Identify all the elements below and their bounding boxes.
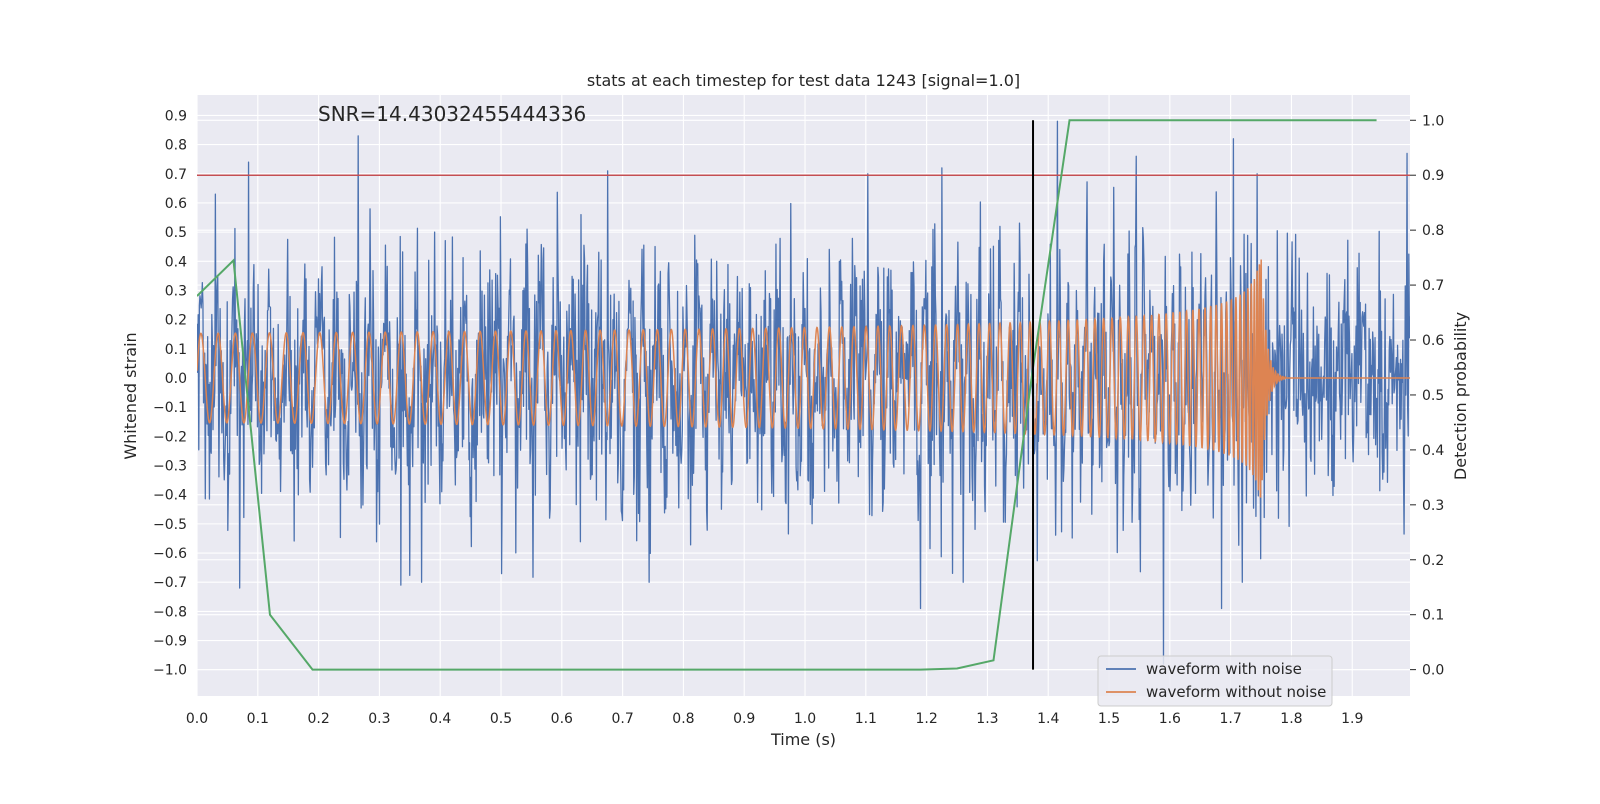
y-left-tick-label: −0.3 — [153, 459, 187, 475]
y-right-tick-label: 0.8 — [1422, 223, 1444, 239]
y-left-tick-label: −0.7 — [153, 575, 187, 591]
y-axis-label-right: Detection probability — [1451, 312, 1470, 480]
x-tick-label: 1.2 — [915, 711, 937, 727]
series-group — [197, 119, 1410, 671]
y-left-tick-label: 0.8 — [165, 138, 187, 154]
x-tick-label: 0.6 — [551, 711, 573, 727]
y-right-tick-label: 0.5 — [1422, 388, 1444, 404]
x-tick-label: 0.9 — [733, 711, 755, 727]
series-waveform-without-noise — [197, 259, 1410, 498]
x-tick-label: 0.7 — [611, 711, 633, 727]
y-left-tick-label: −0.6 — [153, 546, 187, 562]
y-left-tick-label: 0.0 — [165, 371, 187, 387]
y-right-tick-label: 0.2 — [1422, 553, 1444, 569]
y-left-tick-label: 0.3 — [165, 283, 187, 299]
y-left-tick-label: 0.7 — [165, 167, 187, 183]
y-axis-label-left: Whitened strain — [121, 332, 140, 459]
y-left-tick-label: −0.2 — [153, 429, 187, 445]
y-right-tick-label: 0.0 — [1422, 663, 1444, 679]
y-left-tick-label: −1.0 — [153, 663, 187, 679]
x-tick-label: 1.6 — [1159, 711, 1181, 727]
y-right-tick-label: 0.4 — [1422, 443, 1444, 459]
x-tick-label: 1.3 — [976, 711, 998, 727]
x-tick-label: 0.0 — [186, 711, 208, 727]
x-tick-label: 1.0 — [794, 711, 816, 727]
y-left-tick-label: 0.2 — [165, 313, 187, 329]
x-tick-label: 1.4 — [1037, 711, 1059, 727]
x-tick-label: 0.3 — [368, 711, 390, 727]
y-right-tick-label: 0.3 — [1422, 498, 1444, 514]
y-left-tick-label: −0.9 — [153, 634, 187, 650]
legend-box — [1097, 655, 1333, 707]
x-axis-label: Time (s) — [770, 730, 836, 749]
y-right-tick-label: 0.9 — [1422, 168, 1444, 184]
y-right-tick-label: 0.7 — [1422, 278, 1444, 294]
chart-title: stats at each timestep for test data 124… — [587, 71, 1020, 90]
series-detection-probability — [197, 119, 1377, 671]
x-tick-label: 1.9 — [1341, 711, 1363, 727]
series-waveform-with-noise — [197, 120, 1410, 665]
y-left-tick-label: −0.1 — [153, 400, 187, 416]
legend-label-clean: waveform without noise — [1146, 683, 1326, 701]
x-tick-label: 1.8 — [1280, 711, 1302, 727]
y-left-tick-label: −0.5 — [153, 517, 187, 533]
snr-annotation: SNR=14.43032455444336 — [318, 102, 586, 126]
y-right-tick-label: 0.6 — [1422, 333, 1444, 349]
y-left-tick-label: 0.1 — [165, 342, 187, 358]
x-tick-label: 1.5 — [1098, 711, 1120, 727]
y-left-tick-label: 0.5 — [165, 225, 187, 241]
legend: waveform with noise waveform without noi… — [1097, 655, 1333, 707]
x-tick-label: 1.1 — [855, 711, 877, 727]
x-tick-label: 0.2 — [307, 711, 329, 727]
x-tick-label: 1.7 — [1220, 711, 1242, 727]
x-tick-label: 0.5 — [490, 711, 512, 727]
x-tick-label: 0.1 — [247, 711, 269, 727]
y-left-tick-label: 0.6 — [165, 196, 187, 212]
x-tick-label: 0.8 — [672, 711, 694, 727]
tick-labels: 0.0 0.1 0.2 0.3 0.4 0.5 0.6 0.7 0.8 0.9 1.0 1.1 1.2 1… — [153, 108, 1444, 727]
y-left-tick-label: −0.4 — [153, 488, 187, 504]
y-left-tick-label: 0.9 — [165, 108, 187, 124]
y-right-tick-label: 1.0 — [1422, 113, 1444, 129]
y-left-tick-label: 0.4 — [165, 254, 187, 270]
legend-label-noisy: waveform with noise — [1146, 660, 1302, 678]
y-left-tick-label: −0.8 — [153, 604, 187, 620]
y-right-tick-label: 0.1 — [1422, 608, 1444, 624]
x-tick-label: 0.4 — [429, 711, 451, 727]
